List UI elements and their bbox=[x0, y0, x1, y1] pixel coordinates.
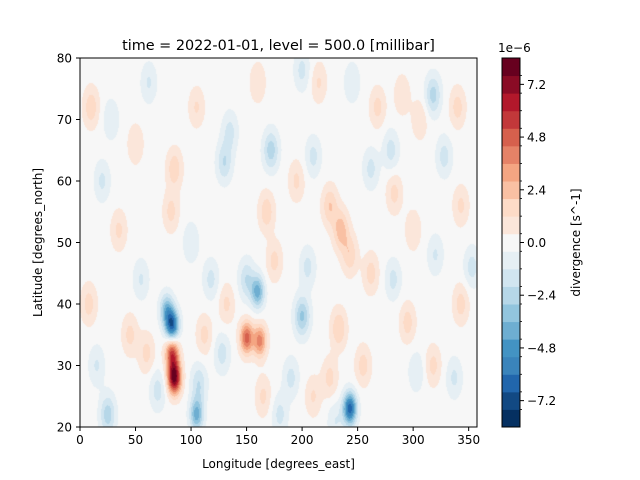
colorbar-swatch bbox=[502, 321, 520, 340]
colorbar-tick-label: 4.8 bbox=[527, 131, 546, 145]
colorbar-offset-text: 1e−6 bbox=[498, 41, 531, 55]
colorbar-swatch bbox=[502, 374, 520, 393]
x-tick-label: 350 bbox=[457, 433, 480, 447]
y-tick-label: 60 bbox=[57, 175, 72, 189]
x-tick-label: 150 bbox=[235, 433, 258, 447]
colorbar-swatch bbox=[502, 128, 520, 147]
x-axis: 0 50 100 150 200 250 300 350 bbox=[76, 427, 480, 447]
colorbar-swatch bbox=[502, 216, 520, 235]
colorbar-frame bbox=[501, 57, 521, 428]
y-axis-label: Latitude [degrees_north] bbox=[31, 168, 45, 317]
x-tick-label: 200 bbox=[291, 433, 314, 447]
y-tick-label: 80 bbox=[57, 52, 72, 66]
colorbar-swatch bbox=[502, 251, 520, 270]
colorbar-swatch bbox=[502, 58, 520, 77]
colorbar-swatch bbox=[502, 163, 520, 182]
chart-title: time = 2022-01-01, level = 500.0 [millib… bbox=[122, 38, 435, 54]
colorbar-label: divergence [s^-1] bbox=[569, 188, 583, 296]
x-axis-label: Longitude [degrees_east] bbox=[202, 457, 355, 471]
colorbar-swatch bbox=[502, 268, 520, 287]
colorbar-swatch bbox=[502, 233, 520, 252]
colorbar-swatch bbox=[502, 110, 520, 129]
colorbar-tick-label: −2.4 bbox=[527, 289, 556, 303]
colorbar-swatch bbox=[502, 93, 520, 112]
x-tick-label: 100 bbox=[180, 433, 203, 447]
colorbar-tick-label: −7.2 bbox=[527, 394, 556, 408]
colorbar-swatch bbox=[502, 181, 520, 200]
y-tick-label: 50 bbox=[57, 236, 72, 250]
y-tick-label: 20 bbox=[57, 421, 72, 435]
y-tick-label: 70 bbox=[57, 113, 72, 127]
colorbar-swatch bbox=[502, 286, 520, 305]
y-axis: 20 30 40 50 60 70 80 bbox=[57, 52, 80, 435]
x-tick-label: 300 bbox=[402, 433, 425, 447]
colorbar-swatch bbox=[502, 75, 520, 94]
colorbar-swatch bbox=[502, 409, 520, 428]
colorbar-tick-label: −4.8 bbox=[527, 341, 556, 355]
x-tick-label: 50 bbox=[128, 433, 143, 447]
colorbar-swatch bbox=[502, 391, 520, 410]
colorbar-swatch bbox=[502, 145, 520, 164]
x-tick-label: 250 bbox=[346, 433, 369, 447]
colorbar-tick-label: 0.0 bbox=[527, 236, 546, 250]
x-tick-label: 0 bbox=[76, 433, 84, 447]
colorbar-swatch bbox=[502, 304, 520, 323]
plot-area bbox=[79, 57, 478, 428]
colorbar-swatch bbox=[502, 339, 520, 358]
colorbar-tick-label: 2.4 bbox=[527, 183, 546, 197]
y-tick-label: 40 bbox=[57, 298, 72, 312]
y-tick-label: 30 bbox=[57, 359, 72, 373]
colorbar-tick-label: 7.2 bbox=[527, 78, 546, 92]
divergence-field bbox=[80, 58, 477, 427]
colorbar-swatch bbox=[502, 198, 520, 217]
colorbar: −7.2 −4.8 −2.4 0.0 2.4 4.8 7.2 bbox=[502, 58, 556, 428]
colorbar-swatch bbox=[502, 356, 520, 375]
